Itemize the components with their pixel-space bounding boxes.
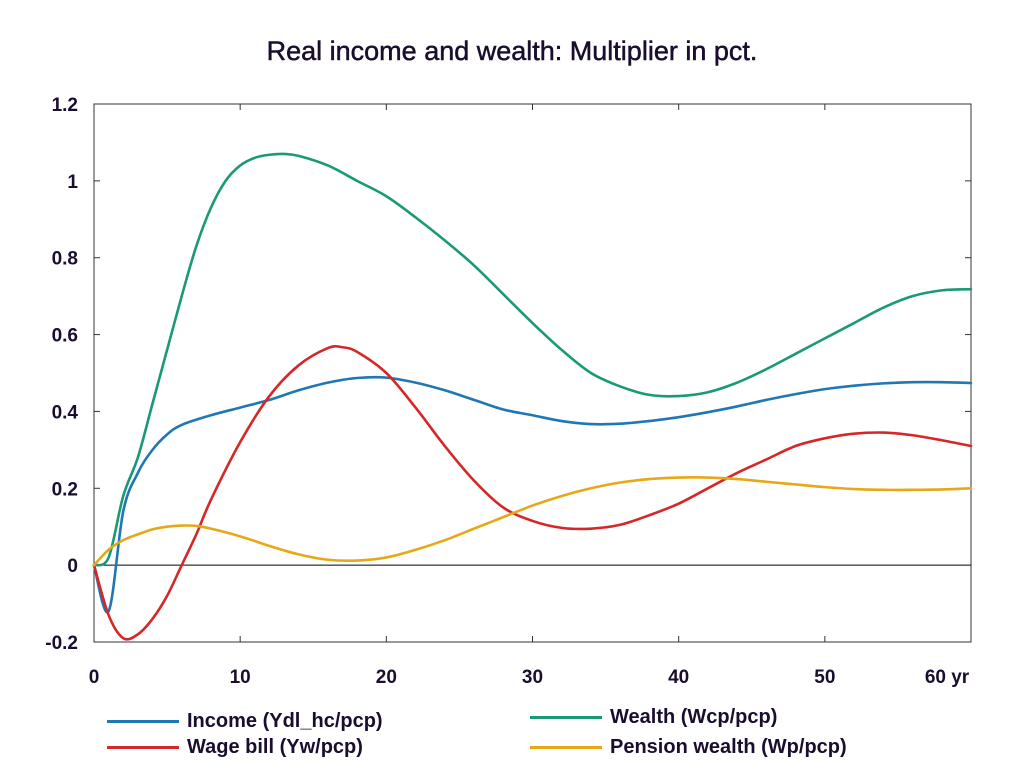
y-tick-label: 0.2 [52, 479, 78, 500]
y-tick-label: 0.6 [52, 326, 78, 347]
chart-title: Real income and wealth: Multiplier in pc… [266, 36, 758, 67]
legend-swatch-wealth [530, 715, 602, 719]
legend-label-wealth: Wealth (Wcp/pcp) [610, 705, 778, 728]
y-tick-label: 0 [67, 556, 78, 577]
y-tick-label: 0.8 [52, 249, 78, 270]
x-tick-label: 20 [376, 667, 397, 688]
x-tick-label: 40 [668, 667, 689, 688]
legend-item-wealth: Wealth (Wcp/pcp) [530, 704, 777, 730]
y-tick-label: 0.4 [52, 402, 79, 423]
series-line-income [92, 375, 973, 614]
x-tick-label: 10 [230, 667, 251, 688]
legend-swatch-income [107, 719, 179, 723]
y-tick-label: -0.2 [45, 633, 78, 654]
x-tick-label: 0 [89, 667, 100, 688]
x-tick-label: 50 [814, 667, 835, 688]
series-line-wealth [92, 152, 973, 567]
y-tick-label: 1.2 [52, 95, 78, 116]
series-line-wage-bill [92, 344, 973, 641]
series-line-pension-wealth [92, 476, 973, 567]
legend-item-wage-bill: Wage bill (Yw/pcp) [107, 734, 363, 760]
y-tick-label: 1 [67, 172, 78, 193]
legend-label-income: Income (Ydl_hc/pcp) [187, 709, 383, 732]
x-tick-label: 30 [522, 667, 543, 688]
legend-label-pension-wealth: Pension wealth (Wp/pcp) [610, 735, 847, 758]
legend-label-wage-bill: Wage bill (Yw/pcp) [187, 735, 363, 758]
x-tick-label: 60 yr [925, 667, 970, 688]
line-chart: -0.2 0 0.2 0.4 0.6 0.8 1 1.2 0 10 20 30 40 50 60 yr [45, 95, 973, 688]
legend: Income (Ydl_hc/pcp) Wage bill (Yw/pcp) W… [0, 700, 1024, 770]
plot-frame [93, 103, 972, 643]
legend-swatch-wage-bill [107, 745, 179, 749]
legend-swatch-pension-wealth [530, 745, 602, 749]
legend-item-pension-wealth: Pension wealth (Wp/pcp) [530, 734, 847, 760]
legend-item-income: Income (Ydl_hc/pcp) [107, 708, 383, 734]
